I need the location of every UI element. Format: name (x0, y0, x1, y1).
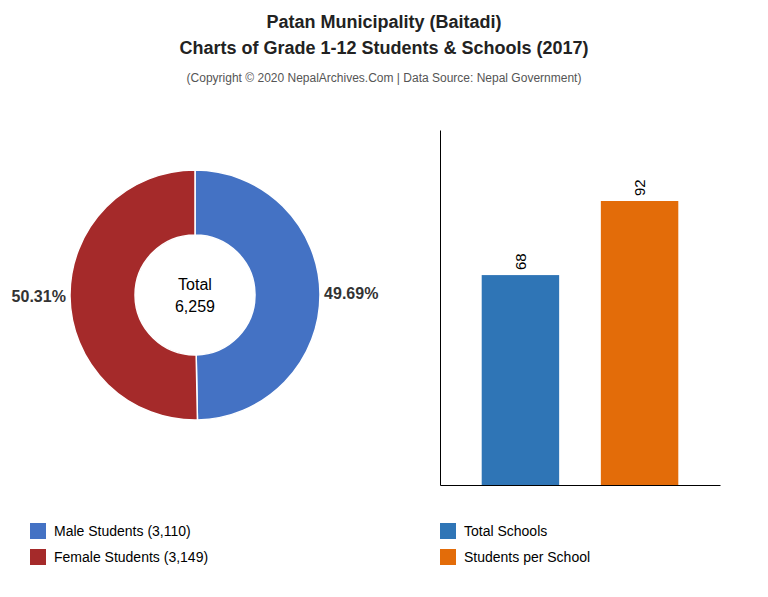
legend-item: Students per School (440, 549, 590, 565)
title: Charts of Grade 1-12 Students & Schools … (179, 38, 588, 58)
legend-swatch (440, 523, 456, 539)
legend-item: Total Schools (440, 523, 547, 539)
data-label: 50.31% (12, 288, 66, 305)
title: Patan Municipality (Baitadi) (266, 12, 501, 32)
figure: Patan Municipality (Baitadi) Charts of Gr… (0, 0, 768, 597)
plot: 68 92 (441, 131, 721, 486)
legend-label: Students per School (464, 549, 590, 565)
data-label: 92 (631, 179, 648, 196)
slice (195, 170, 320, 420)
legend-label: Male Students (3,110) (54, 523, 191, 539)
bar-chart: 68 92 Total Schools Students per School (440, 131, 721, 566)
slice (70, 170, 197, 420)
axis-line (441, 485, 721, 486)
slices (70, 170, 320, 420)
legend-item: Male Students (3,110) (30, 523, 191, 539)
data-label: 68 (512, 253, 529, 270)
legend-swatch (440, 549, 456, 565)
data-label: 49.69% (324, 285, 378, 302)
legend-swatch (30, 523, 46, 539)
bar (482, 275, 559, 485)
x-axis (441, 485, 721, 486)
bars (482, 201, 679, 485)
legend-label: Female Students (3,149) (54, 549, 208, 565)
subtitle: (Copyright © 2020 NepalArchives.Com | Da… (187, 71, 582, 85)
bar (601, 201, 678, 485)
center-text: Total (178, 276, 212, 293)
y-axis (440, 131, 441, 486)
legend-swatch (30, 549, 46, 565)
legend: Total Schools Students per School (440, 523, 590, 565)
pie-chart: 49.69% 50.31% Total 6,259 Male Students (3,1… (12, 170, 379, 565)
center-text: 6,259 (175, 298, 215, 315)
legend-label: Total Schools (464, 523, 547, 539)
axis-line (440, 131, 441, 486)
legend: Male Students (3,110) Female Students (3,… (30, 523, 208, 565)
legend-item: Female Students (3,149) (30, 549, 208, 565)
